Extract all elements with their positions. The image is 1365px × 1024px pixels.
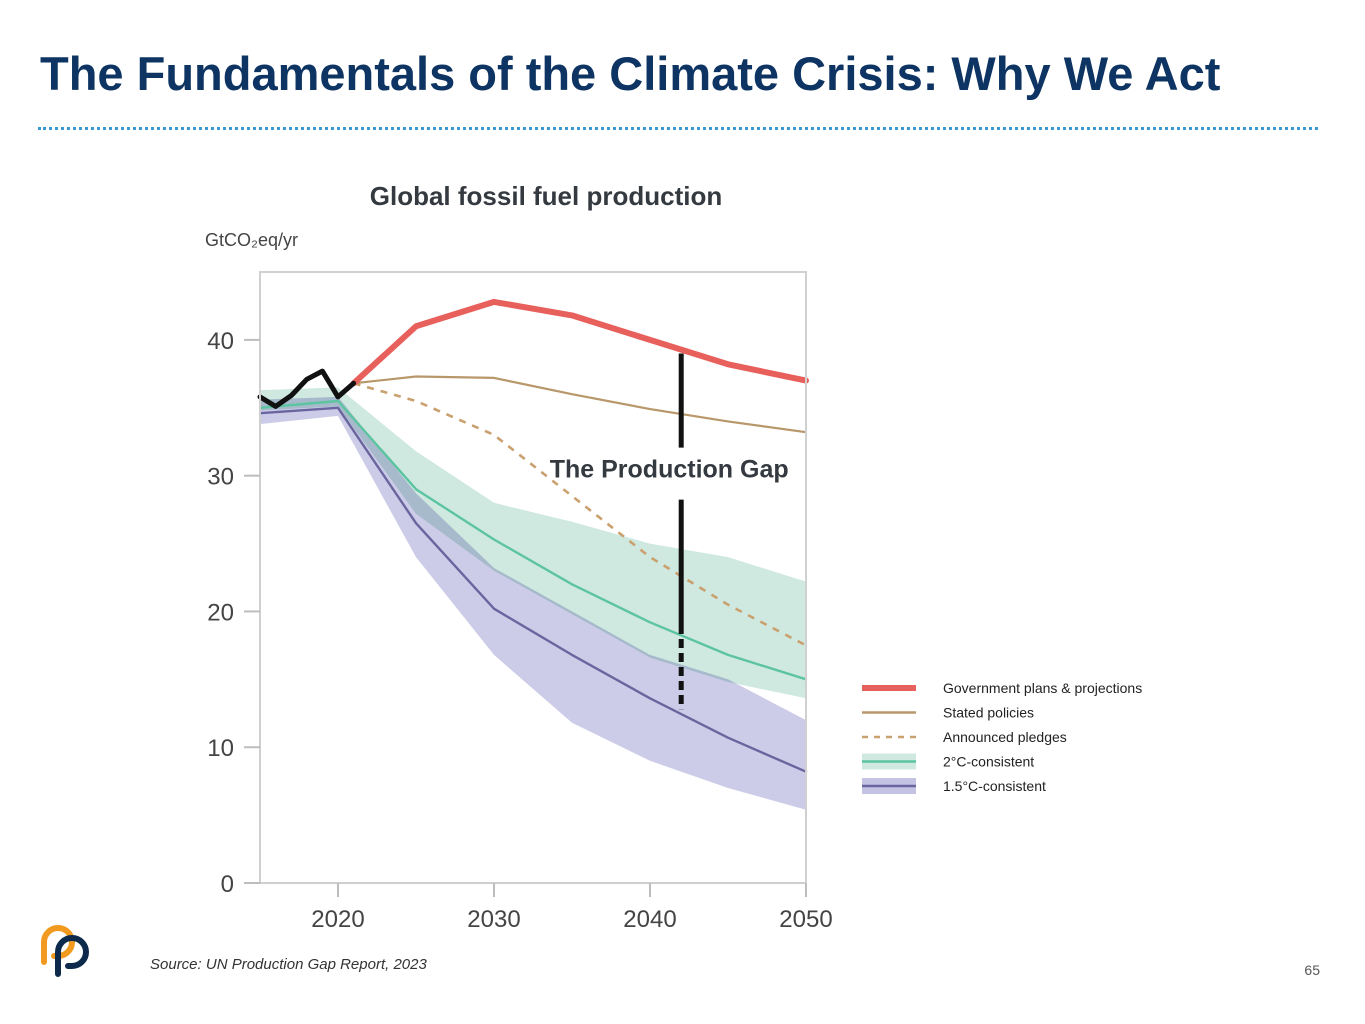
title-divider: [38, 127, 1318, 130]
legend-item-1-5-c-consistent: 1.5°C-consistent: [862, 778, 1046, 794]
legend-item-2-c-consistent: 2°C-consistent: [862, 753, 1034, 770]
y-tick-label: 0: [221, 871, 234, 898]
legend-label: Government plans & projections: [943, 680, 1142, 696]
legend-label: Announced pledges: [943, 729, 1067, 745]
organization-logo-icon: [41, 925, 89, 977]
y-tick-label: 40: [207, 328, 234, 355]
x-tick-label: 2040: [623, 906, 676, 933]
legend: Government plans & projections Stated pol…: [862, 680, 1142, 794]
chart-title: Global fossil fuel production: [370, 181, 722, 211]
line-1-5-c-consistent: [258, 406, 808, 773]
y-tick-label: 10: [207, 735, 234, 762]
line-announced-pledges: [353, 382, 807, 647]
x-tick-label: 2020: [311, 906, 364, 933]
line-stated-policies: [352, 375, 808, 434]
line-historical: [257, 368, 357, 409]
legend-item-government-plans-projections: Government plans & projections: [862, 680, 1142, 696]
x-tick-label: 2050: [779, 906, 832, 933]
y-tick-label: 30: [207, 464, 234, 491]
band-1-5-c-consistent: [260, 396, 806, 810]
legend-label: 2°C-consistent: [943, 754, 1034, 770]
legend-item-stated-policies: Stated policies: [862, 705, 1034, 721]
y-tick-label: 20: [207, 599, 234, 626]
legend-item-announced-pledges: Announced pledges: [862, 729, 1067, 745]
band-2-c-consistent: [260, 387, 806, 699]
legend-label: Stated policies: [943, 705, 1034, 721]
line-government-plans-projections: [350, 298, 809, 387]
production-gap-label: The Production Gap: [550, 456, 789, 484]
y-unit-label: GtCO₂eq/yr: [205, 230, 298, 250]
axes: [259, 272, 806, 884]
uncertainty-bands: [260, 387, 806, 810]
series-lines: [257, 298, 809, 773]
source-note: Source: UN Production Gap Report, 2023: [150, 956, 427, 973]
line-2-c-consistent: [258, 399, 808, 681]
page-number: 65: [1304, 962, 1320, 978]
legend-label: 1.5°C-consistent: [943, 778, 1046, 794]
page-title: The Fundamentals of the Climate Crisis: …: [40, 47, 1221, 100]
x-tick-label: 2030: [467, 906, 520, 933]
